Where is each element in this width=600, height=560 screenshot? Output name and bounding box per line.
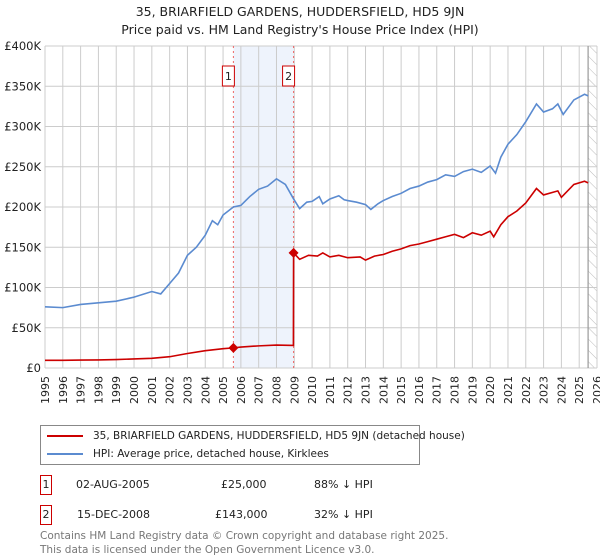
legend-label-hpi: HPI: Average price, detached house, Kirk… <box>93 448 329 460</box>
x-tick-label: 2023 <box>538 376 551 404</box>
x-tick-label: 2010 <box>306 376 319 404</box>
sale-label-box <box>282 65 296 87</box>
x-tick-label: 2018 <box>449 376 462 404</box>
legend-swatch-property <box>47 435 83 437</box>
x-tick-label: 2015 <box>395 376 408 404</box>
x-tick-label: 1995 <box>39 376 52 404</box>
sale-price: £25,000 <box>221 478 267 491</box>
sale-label-text: 1 <box>225 70 232 83</box>
x-tick-label: 2005 <box>217 376 230 404</box>
x-tick-label: 2007 <box>253 376 266 404</box>
y-tick-label: £50K <box>12 321 42 335</box>
sale-marker-2: 2 <box>40 505 52 525</box>
x-tick-label: 2019 <box>466 376 479 404</box>
x-tick-label: 1999 <box>110 376 123 404</box>
property-price-line <box>45 180 589 362</box>
y-tick-label: £300K <box>4 120 41 134</box>
x-tick-label: 2021 <box>502 376 515 404</box>
sale-hpi-diff: 88% ↓ HPI <box>314 478 373 491</box>
x-tick-label: 2006 <box>235 376 248 404</box>
price-chart: 1995 1996 1997 1998 1999 2000 2001 2002 2003 2004… <box>4 39 600 404</box>
x-tick-label: 2011 <box>324 376 337 404</box>
footer-copyright: Contains HM Land Registry data © Crown c… <box>40 530 449 542</box>
x-tick-label: 2022 <box>520 376 533 404</box>
x-tick-label: 1997 <box>75 376 88 404</box>
y-tick-label: £150K <box>4 240 41 254</box>
chart-subtitle: Price paid vs. HM Land Registry's House … <box>121 22 479 37</box>
x-tick-label: 2020 <box>484 376 497 404</box>
footer-licence: This data is licensed under the Open Gov… <box>40 544 375 556</box>
sale-point-marker <box>228 342 239 353</box>
x-tick-label: 2009 <box>288 376 301 404</box>
x-tick-label: 2008 <box>270 376 283 404</box>
x-tick-label: 2024 <box>555 376 568 404</box>
x-tick-label: 2001 <box>146 376 159 404</box>
chart-title: 35, BRIARFIELD GARDENS, HUDDERSFIELD, HD… <box>135 4 465 19</box>
x-tick-label: 2014 <box>377 376 390 404</box>
legend-swatch-hpi <box>47 453 83 455</box>
legend-label-property: 35, BRIARFIELD GARDENS, HUDDERSFIELD, HD… <box>93 430 465 442</box>
y-tick-label: £0 <box>26 361 41 375</box>
x-tick-label: 1996 <box>57 376 70 404</box>
sale-point-marker <box>288 247 299 258</box>
legend-item-property: 35, BRIARFIELD GARDENS, HUDDERSFIELD, HD… <box>47 428 465 444</box>
legend: 35, BRIARFIELD GARDENS, HUDDERSFIELD, HD… <box>40 425 465 465</box>
sale-marker-1: 1 <box>40 475 52 495</box>
y-tick-label: £350K <box>4 79 41 93</box>
x-tick-label: 2004 <box>199 376 212 404</box>
y-tick-label: £400K <box>4 39 41 53</box>
sale-price: £143,000 <box>215 508 268 521</box>
x-tick-label: 2000 <box>128 376 141 404</box>
x-tick-label: 2013 <box>360 376 373 404</box>
x-tick-label: 2016 <box>413 376 426 404</box>
x-tick-label: 2017 <box>431 376 444 404</box>
x-tick-label: 2026 <box>591 376 600 404</box>
x-tick-label: 1998 <box>92 376 105 404</box>
y-tick-label: £200K <box>4 200 41 214</box>
sale-date: 15-DEC-2008 <box>77 508 151 521</box>
y-tick-label: £100K <box>4 281 41 295</box>
legend-item-hpi: HPI: Average price, detached house, Kirk… <box>47 446 329 462</box>
x-tick-label: 2012 <box>342 376 355 404</box>
sale-hpi-diff: 32% ↓ HPI <box>314 508 373 521</box>
x-tick-label: 2025 <box>573 376 586 404</box>
x-tick-label: 2002 <box>164 376 177 404</box>
sale-label-text: 2 <box>285 70 292 83</box>
x-tick-label: 2003 <box>181 376 194 404</box>
y-tick-label: £250K <box>4 160 41 174</box>
sale-label-box <box>221 65 235 87</box>
sale-date: 02-AUG-2005 <box>76 478 150 491</box>
hpi-line <box>44 93 589 309</box>
